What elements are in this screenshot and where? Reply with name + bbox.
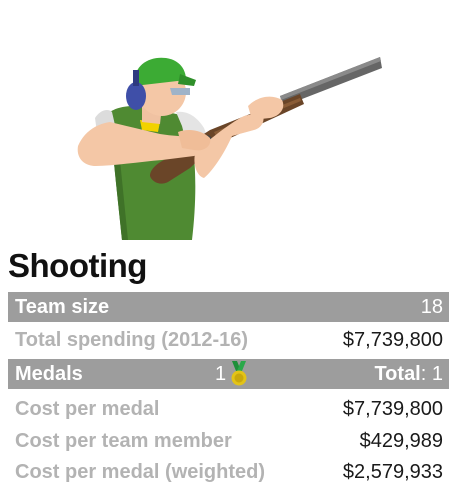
medals-row: Medals 1 Total: 1 <box>8 359 449 389</box>
medals-total: Total: 1 <box>374 359 443 389</box>
team-size-row: Team size 18 <box>8 292 449 322</box>
cost-per-member-value: $429,989 <box>359 430 443 452</box>
medals-label: Medals <box>15 363 83 385</box>
gold-medal-count: 1 <box>215 359 248 389</box>
cost-per-medal-row: Cost per medal $7,739,800 <box>8 394 449 424</box>
total-spending-row: Total spending (2012-16) $7,739,800 <box>8 325 449 355</box>
team-size-label: Team size <box>15 296 110 318</box>
total-spending-value: $7,739,800 <box>342 329 443 351</box>
medals-total-label: Total <box>374 363 421 385</box>
cost-per-member-row: Cost per team member $429,989 <box>8 426 449 456</box>
cost-per-member-label: Cost per team member <box>15 430 232 452</box>
gold-medal-icon <box>231 361 247 386</box>
medals-total-separator: : <box>420 363 432 385</box>
cost-per-medal-weighted-value: $2,579,933 <box>342 461 443 483</box>
total-spending-label: Total spending (2012-16) <box>15 329 249 351</box>
shooter-illustration <box>77 57 382 240</box>
cost-per-medal-label: Cost per medal <box>15 398 160 420</box>
team-size-value: 18 <box>420 296 443 318</box>
medals-total-value: 1 <box>431 363 443 385</box>
sport-title: Shooting <box>8 247 147 284</box>
cost-per-medal-weighted-row: Cost per medal (weighted) $2,579,933 <box>8 457 449 487</box>
cost-per-medal-weighted-label: Cost per medal (weighted) <box>15 461 266 483</box>
gold-medal-count-value: 1 <box>215 363 227 385</box>
cost-per-medal-value: $7,739,800 <box>342 398 443 420</box>
